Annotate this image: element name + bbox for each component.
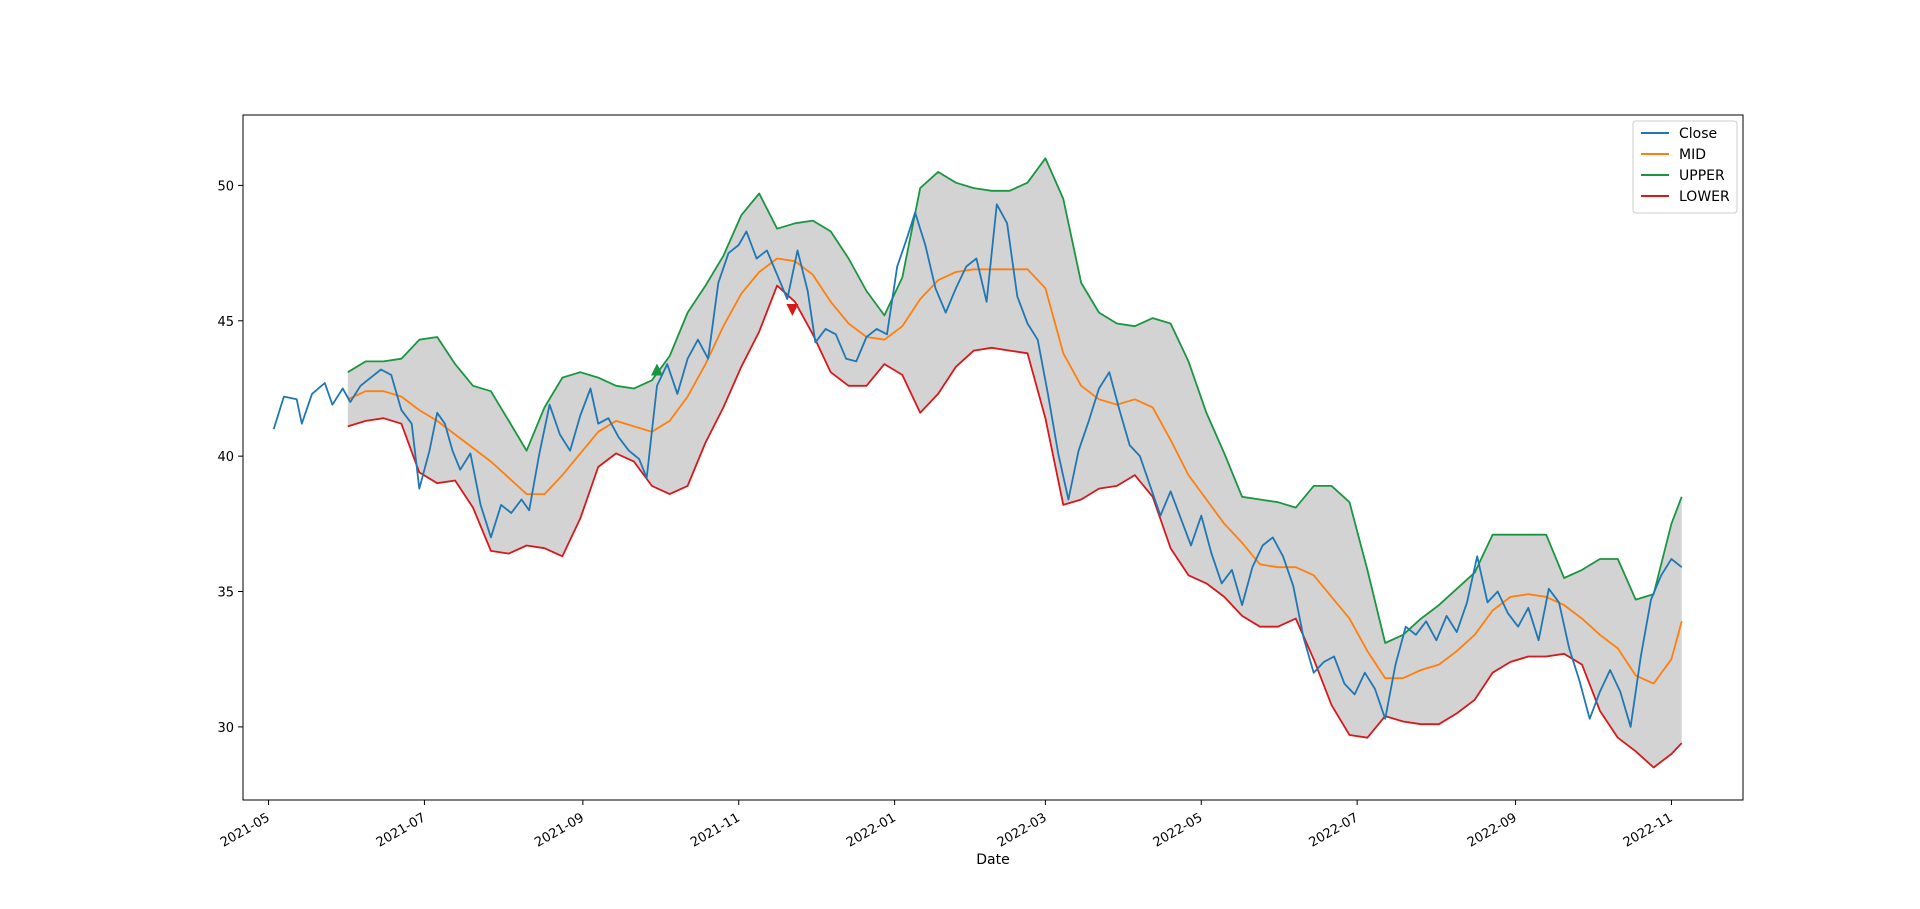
y-tick-label: 50 [217, 179, 234, 194]
y-tick-label: 45 [217, 315, 234, 330]
axes-frame [242, 114, 1744, 801]
x-axis-title: Date [976, 852, 1009, 868]
y-tick-label: 30 [217, 721, 234, 736]
legend-label-close: Close [1679, 126, 1717, 142]
series-mid-line [347, 257, 1683, 685]
buy-signal-marker [650, 363, 663, 376]
band-fill [347, 158, 1682, 768]
series-upper-line [347, 157, 1683, 644]
plot-area [272, 157, 1683, 769]
y-tick-label: 35 [217, 586, 234, 601]
legend-label-upper: UPPER [1679, 168, 1725, 184]
legend-box [1632, 120, 1738, 214]
y-tick-label: 40 [217, 450, 234, 465]
y-axis: 30 35 40 45 50 [217, 179, 243, 736]
legend-label-mid: MID [1679, 147, 1706, 163]
legend: Close MID UPPER LOWER [1632, 120, 1738, 214]
legend-label-lower: LOWER [1679, 189, 1730, 205]
series-lower-line [347, 284, 1683, 769]
series-close-line [272, 203, 1683, 728]
sell-signal-marker [786, 303, 799, 316]
